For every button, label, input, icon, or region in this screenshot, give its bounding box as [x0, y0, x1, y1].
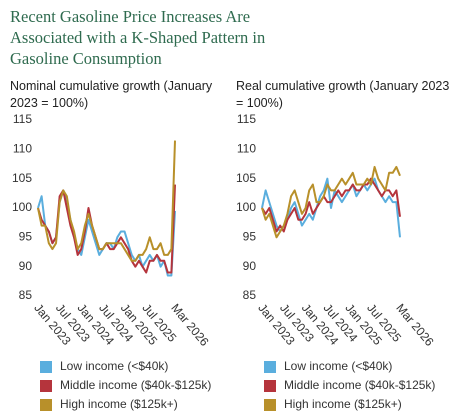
legend-label: Low income (<$40k) [60, 359, 168, 373]
y-tick-label: 105 [236, 171, 256, 185]
x-tick-label: Mar 2026 [168, 301, 212, 349]
legend-swatch [264, 361, 276, 373]
y-tick-label: 90 [19, 259, 33, 273]
y-tick-label: 115 [13, 112, 32, 126]
legend-label: Middle income ($40k-$125k) [284, 378, 435, 392]
y-tick-label: 105 [12, 171, 32, 185]
y-tick-label: 110 [237, 142, 256, 156]
y-tick-label: 100 [236, 200, 256, 214]
legend-swatch [264, 399, 276, 411]
series-line [261, 165, 401, 239]
legend-label: High income ($125k+) [284, 397, 402, 411]
y-tick-label: 115 [237, 112, 256, 126]
y-tick-label: 95 [19, 230, 33, 244]
page-title: Recent Gasoline Price Increases Are Asso… [10, 7, 266, 68]
y-tick-label: 100 [12, 200, 32, 214]
legend-label: Middle income ($40k-$125k) [60, 378, 211, 392]
legend-label: High income ($125k+) [60, 397, 178, 411]
y-tick-label: 90 [243, 259, 257, 273]
series-line [261, 177, 401, 233]
y-tick-label: 95 [243, 230, 257, 244]
chart-title: Nominal cumulative growth (January 2023 … [10, 79, 213, 110]
x-tick-label: Mar 2026 [393, 301, 437, 349]
chart-title: Real cumulative growth (January 2023 = 1… [236, 79, 450, 110]
series-line [37, 184, 176, 274]
legend-label: Low income (<$40k) [284, 359, 392, 373]
legend-swatch [40, 399, 52, 411]
y-tick-label: 85 [19, 288, 33, 302]
y-tick-label: 85 [243, 288, 257, 302]
legend-swatch [40, 380, 52, 392]
legend-swatch [264, 380, 276, 392]
legend-swatch [40, 361, 52, 373]
series-line [37, 140, 176, 262]
y-tick-label: 110 [13, 142, 32, 156]
